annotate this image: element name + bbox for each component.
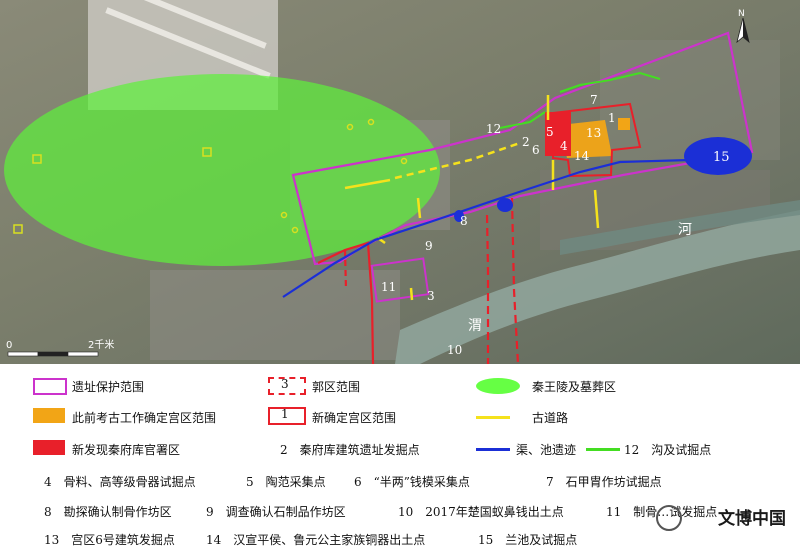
legend-swatch-mausoleum — [476, 378, 520, 394]
new-palace-outline — [552, 102, 642, 178]
legend-number-guo: 3 — [281, 377, 289, 391]
label-5: 5 — [546, 125, 554, 139]
note-5: 5 陶范采集点 — [246, 475, 326, 489]
legend-swatch-canal — [476, 448, 510, 451]
ditches — [499, 71, 661, 129]
label-14: 14 — [574, 149, 590, 163]
watermark-icon — [656, 505, 682, 531]
legend-swatch-road — [476, 416, 510, 419]
label-9: 9 — [425, 239, 433, 253]
label-10: 10 — [447, 343, 462, 357]
label-8: 8 — [460, 214, 468, 228]
scale-label-2km: 2千米 — [88, 338, 114, 351]
legend-label-canal: 渠、池遗迹 — [516, 443, 577, 457]
legend-label-road: 古道路 — [532, 411, 569, 425]
label-7: 7 — [590, 93, 598, 107]
note-7: 7 石甲胄作坊试掘点 — [546, 475, 662, 489]
note-9: 9 调查确认石制品作坊区 — [206, 505, 346, 519]
river-label: 渭 — [468, 318, 482, 334]
note-8: 8 勘探确认制骨作坊区 — [44, 505, 172, 519]
legend-swatch-protection — [33, 378, 67, 395]
label-13: 13 — [586, 126, 601, 140]
label-6: 6 — [532, 143, 540, 157]
legend-swatch-official — [33, 440, 65, 455]
legend-label-guo: 郭区范围 — [312, 380, 361, 394]
legend-swatch-guo — [268, 377, 306, 395]
ancient-roads — [344, 95, 600, 301]
previous-palace-area — [560, 120, 612, 158]
note-10: 10 2017年楚国蚁鼻钱出土点 — [398, 505, 564, 519]
legend-label-previous-palace: 此前考古工作确定宫区范围 — [72, 411, 217, 425]
north-label: N — [738, 9, 745, 19]
legend-label-new-palace: 新确定宫区范围 — [312, 411, 397, 425]
note-6: 6 “半两”钱模采集点 — [354, 475, 470, 489]
label-12: 12 — [486, 122, 501, 136]
wei-river — [395, 210, 800, 364]
lanchi-pond — [684, 137, 752, 175]
legend-label-excavation-2: 2 秦府库建筑遗址发掘点 — [280, 443, 420, 457]
river-label-2: 河 — [678, 222, 692, 238]
map-number-labels: 1 2 3 4 5 6 7 8 9 10 11 12 13 14 15 渭 河 — [381, 93, 730, 357]
legend-label-ditch: 12 沟及试掘点 — [624, 443, 712, 457]
official-area — [545, 112, 571, 156]
satellite-map: 1 2 3 4 5 6 7 8 9 10 11 12 13 14 15 渭 河 … — [0, 0, 800, 364]
legend-label-protection: 遗址保护范围 — [72, 380, 145, 394]
legend-label-official: 新发现秦府库官署区 — [72, 443, 181, 457]
label-3: 3 — [427, 289, 435, 303]
legend-swatch-new-palace — [268, 407, 306, 425]
note-14: 14 汉宣平侯、鲁元公主家族铜器出土点 — [206, 533, 426, 547]
note-15: 15 兰池及试掘点 — [478, 533, 578, 547]
legend-number-new-palace: 1 — [281, 407, 289, 421]
scale-bar: 0 2千米 — [6, 338, 114, 357]
watermark: 文博中国 — [718, 509, 786, 529]
label-15: 15 — [713, 150, 730, 165]
legend-label-mausoleum: 秦王陵及墓葬区 — [532, 380, 617, 394]
bone-workshop-area — [370, 257, 430, 303]
scale-label-0: 0 — [6, 340, 12, 351]
legend-panel: 遗址保护范围 3 郭区范围 秦王陵及墓葬区 此前考古工作确定宫区范围 1 新确定… — [0, 364, 800, 551]
mausoleum-zone — [4, 74, 440, 266]
note-13: 13 宫区6号建筑发掘点 — [44, 533, 175, 547]
label-2: 2 — [522, 135, 530, 149]
legend-swatch-previous-palace — [33, 408, 65, 423]
north-arrow-icon: N — [736, 9, 750, 44]
label-1: 1 — [608, 111, 616, 125]
label-11: 11 — [381, 280, 396, 294]
canals — [282, 158, 691, 298]
note-4: 4 骨料、高等级骨器试掘点 — [44, 475, 196, 489]
tomb-markers — [13, 118, 408, 234]
label-4: 4 — [560, 139, 568, 153]
legend-swatch-ditch — [586, 448, 620, 451]
